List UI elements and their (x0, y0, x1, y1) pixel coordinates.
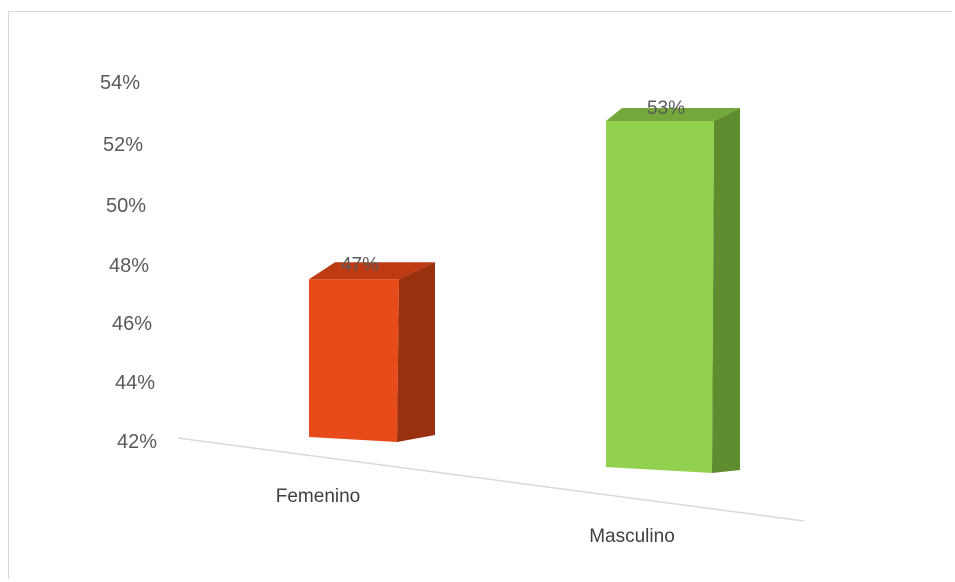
bar-masculino-front (606, 121, 714, 473)
y-tick-label: 50% (106, 195, 146, 217)
bar-femenino-top (309, 262, 435, 280)
bar-masculino-top (606, 108, 740, 121)
chart-frame (8, 11, 952, 579)
y-tick-label: 52% (103, 134, 143, 156)
y-tick-label: 46% (112, 313, 152, 335)
data-label-masculino: 53% (647, 98, 685, 119)
data-label-femenino: 47% (341, 254, 379, 275)
bar-femenino (309, 262, 435, 442)
category-axis-line (177, 437, 805, 522)
y-tick-label: 44% (115, 372, 155, 394)
y-axis: 42% 44% 46% 48% 50% 52% 54% (100, 72, 157, 453)
bar-femenino-front (309, 279, 399, 442)
bar-masculino (606, 108, 740, 473)
y-tick-label: 54% (100, 72, 140, 94)
category-label-masculino: Masculino (589, 526, 675, 547)
y-tick-label: 42% (117, 431, 157, 453)
category-label-femenino: Femenino (276, 486, 361, 507)
y-tick-label: 48% (109, 255, 149, 277)
bar-femenino-side (397, 262, 435, 442)
bar-masculino-side (712, 108, 740, 473)
